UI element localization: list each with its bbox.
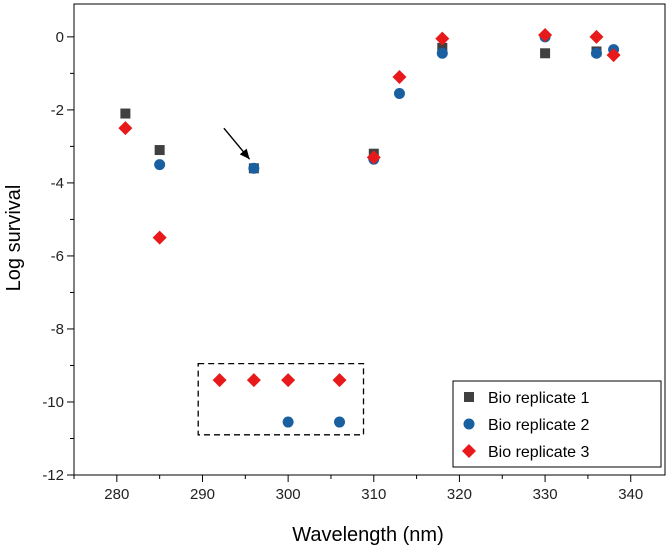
series-1: [120, 42, 602, 174]
legend-box: [452, 380, 662, 468]
x-tick-label: 300: [276, 486, 301, 503]
circle-point: [590, 47, 602, 59]
legend-entry-label: Bio replicate 2: [488, 417, 589, 434]
diamond-point: [392, 70, 407, 85]
y-tick-label: -12: [42, 467, 64, 484]
series-2: [154, 31, 620, 428]
plot-area: [73, 3, 666, 476]
plot-frame: [73, 3, 666, 476]
annotations: [197, 127, 365, 436]
circle-point: [436, 47, 448, 59]
y-axis-title: Log survival: [3, 185, 25, 292]
circle-point: [248, 162, 260, 174]
y-tick-label: -6: [51, 248, 64, 265]
legend-marker: [463, 418, 475, 430]
legend: Bio replicate 1 Bio replicate 2 Bio replic…: [452, 380, 662, 468]
x-tick-label: 280: [104, 486, 129, 503]
dashed-selection-box: [197, 362, 365, 436]
circle-point: [154, 159, 166, 171]
series-3: [118, 28, 621, 388]
diamond-point: [152, 230, 167, 245]
y-tick-label: -10: [42, 394, 64, 411]
x-tick-label: 330: [533, 486, 558, 503]
diamond-point: [589, 29, 604, 44]
x-tick-label: 310: [361, 486, 386, 503]
diamond-point: [538, 28, 553, 43]
diamond-point: [366, 150, 381, 165]
legend-marker: [464, 392, 474, 402]
legend-marker: [462, 444, 476, 458]
y-tick-label: 0: [56, 29, 64, 46]
circle-point: [334, 416, 346, 428]
legend-entry-label: Bio replicate 1: [488, 390, 589, 407]
x-tick-label: 340: [618, 486, 643, 503]
diamond-point: [332, 373, 347, 388]
y-tick-label: -2: [51, 102, 64, 119]
diamond-point: [606, 48, 621, 63]
annotation-arrow-head: [239, 148, 250, 160]
square-point: [154, 145, 165, 156]
data-points: [118, 28, 621, 428]
axes: 280 290 300 310 320 330 340 0 -2 -4 -6 -8 -10 -12: [42, 29, 643, 503]
x-tick-label: 320: [447, 486, 472, 503]
x-tick-label: 290: [190, 486, 215, 503]
legend-entry-label: Bio replicate 3: [488, 444, 589, 461]
diamond-point: [281, 373, 296, 388]
circle-point: [393, 87, 405, 99]
x-axis-title: Wavelength (nm): [292, 524, 444, 546]
square-point: [120, 108, 131, 119]
circle-point: [282, 416, 294, 428]
y-tick-label: -8: [51, 321, 64, 338]
square-point: [540, 48, 551, 59]
diamond-point: [212, 373, 227, 388]
diamond-point: [435, 31, 450, 46]
diamond-point: [246, 373, 261, 388]
y-tick-label: -4: [51, 175, 64, 192]
diamond-point: [118, 121, 133, 136]
